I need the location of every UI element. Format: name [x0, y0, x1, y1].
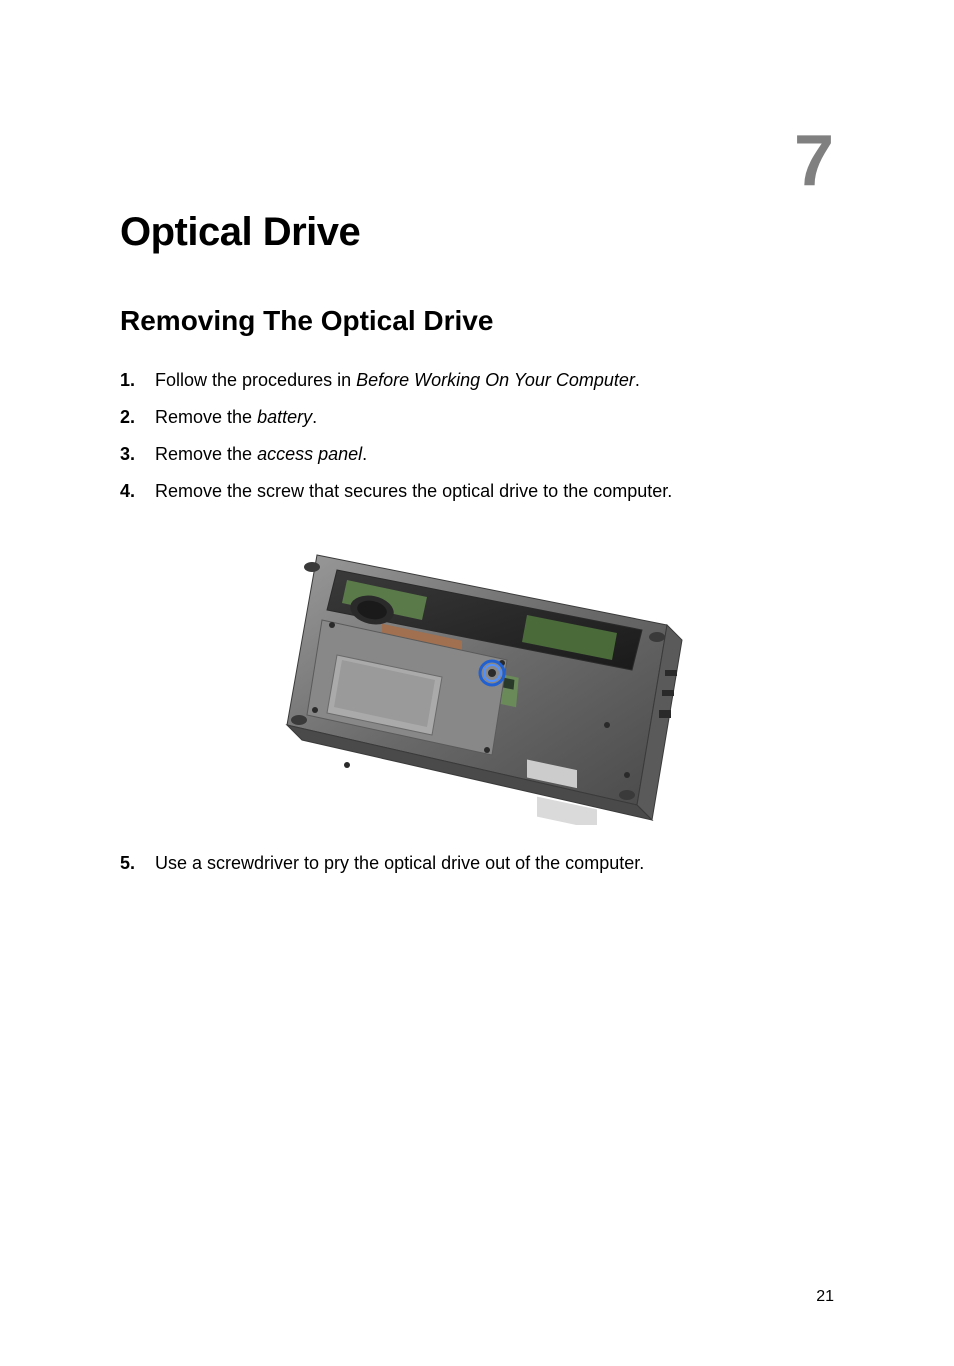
step-text-before: Follow the procedures in [155, 370, 356, 390]
step-text-before: Use a screwdriver to pry the optical dri… [155, 853, 644, 873]
chapter-title: Optical Drive [120, 210, 834, 255]
step-item: 5. Use a screwdriver to pry the optical … [120, 850, 834, 877]
step-link[interactable]: Before Working On Your Computer [356, 370, 635, 390]
step-item: 3. Remove the access panel. [120, 441, 834, 468]
step-link[interactable]: access panel [257, 444, 362, 464]
step-text-after: . [362, 444, 367, 464]
step-number: 2. [120, 404, 155, 431]
chapter-number: 7 [794, 120, 834, 202]
step-item: 4. Remove the screw that secures the opt… [120, 478, 834, 505]
step-item: 2. Remove the battery. [120, 404, 834, 431]
section-title: Removing The Optical Drive [120, 305, 834, 337]
step-text-before: Remove the screw that secures the optica… [155, 481, 672, 501]
step-text-before: Remove the [155, 444, 257, 464]
step-number: 4. [120, 478, 155, 505]
step-number: 5. [120, 850, 155, 877]
step-number: 1. [120, 367, 155, 394]
step-number: 3. [120, 441, 155, 468]
step-text-before: Remove the [155, 407, 257, 427]
page-number: 21 [816, 1288, 834, 1306]
step-text-after: . [312, 407, 317, 427]
step-text: Remove the screw that secures the optica… [155, 478, 672, 505]
step-text: Use a screwdriver to pry the optical dri… [155, 850, 644, 877]
step-list-continued: 5. Use a screwdriver to pry the optical … [120, 850, 834, 877]
step-text-after: . [635, 370, 640, 390]
step-list: 1. Follow the procedures in Before Worki… [120, 367, 834, 505]
step-text: Remove the access panel. [155, 441, 367, 468]
step-text: Remove the battery. [155, 404, 317, 431]
laptop-underside-figure [247, 525, 707, 825]
step-item: 1. Follow the procedures in Before Worki… [120, 367, 834, 394]
figure-container [120, 525, 834, 825]
step-link[interactable]: battery [257, 407, 312, 427]
step-text: Follow the procedures in Before Working … [155, 367, 640, 394]
laptop-illustration [247, 525, 707, 825]
